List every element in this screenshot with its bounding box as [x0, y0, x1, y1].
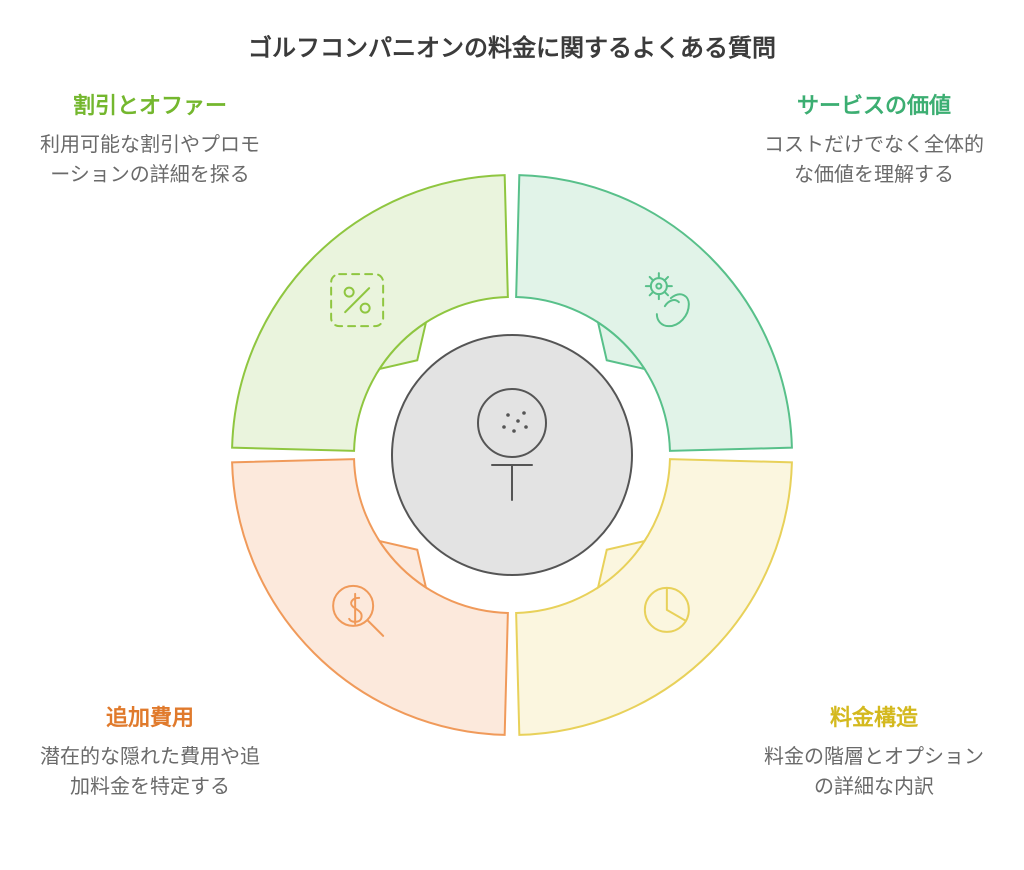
core-circle — [392, 335, 632, 575]
cycle-diagram — [0, 0, 1024, 870]
